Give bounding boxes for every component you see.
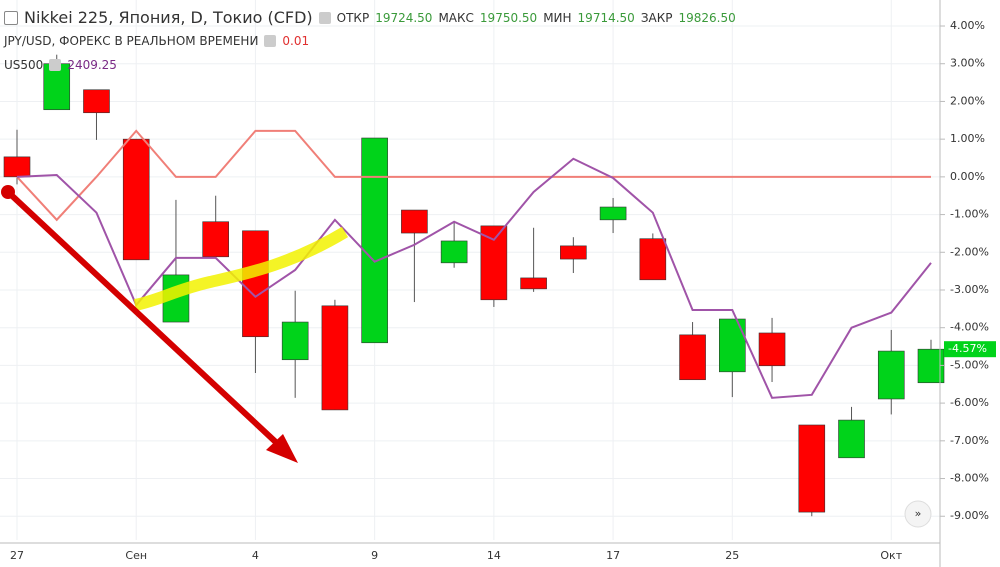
y-tick-label: -9.00% bbox=[950, 509, 989, 522]
readout-label: МИН bbox=[543, 10, 572, 25]
plot bbox=[3, 54, 945, 517]
candle-body bbox=[560, 245, 587, 260]
x-tick-label: Сен bbox=[125, 549, 147, 562]
candle-body bbox=[480, 225, 508, 301]
y-tick-label: -3.00% bbox=[950, 283, 989, 296]
y-tick-label: 4.00% bbox=[950, 19, 985, 32]
collapse-icon[interactable] bbox=[4, 10, 18, 25]
y-tick-label: 0.00% bbox=[950, 170, 985, 183]
highlight-stroke bbox=[133, 226, 349, 311]
y-tick-label: 3.00% bbox=[950, 57, 985, 70]
x-tick-label: 4 bbox=[252, 549, 259, 562]
main-title: Nikkei 225, Япония, D, Токио (CFD) bbox=[24, 8, 313, 27]
candle-body bbox=[679, 334, 706, 381]
candle-body bbox=[3, 156, 31, 178]
x-tick-label: 27 bbox=[10, 549, 24, 562]
scroll-icon[interactable]: » bbox=[915, 507, 922, 520]
x-tick-label: 25 bbox=[725, 549, 739, 562]
candle-body bbox=[202, 221, 229, 258]
candle-body bbox=[83, 89, 110, 114]
scroll-button[interactable] bbox=[904, 500, 932, 528]
candle-body bbox=[639, 238, 667, 281]
legend-name: US500 bbox=[4, 58, 44, 72]
legend-icons[interactable] bbox=[49, 59, 62, 71]
x-tick-label: 17 bbox=[606, 549, 620, 562]
candle-body bbox=[798, 424, 826, 513]
readout-value: 19826.50 bbox=[678, 10, 736, 25]
candle-body bbox=[599, 206, 627, 221]
candle-body bbox=[877, 350, 905, 400]
main-legend: Nikkei 225, Япония, D, Токио (CFD) ОТКР 1… bbox=[4, 8, 736, 27]
readout-value: 19750.50 bbox=[479, 10, 538, 25]
y-tick-label: -8.00% bbox=[950, 472, 989, 485]
readout-label: ОТКР bbox=[336, 10, 370, 25]
readout-value: 19714.50 bbox=[577, 10, 635, 25]
candle-body bbox=[122, 138, 150, 261]
readout: ОТКР 19724.50 МАКС 19750.50 МИН 19714.50 ЗАКР 1… bbox=[337, 11, 736, 25]
y-tick-label: 1.00% bbox=[950, 132, 985, 145]
candle-body bbox=[43, 63, 71, 111]
legend-icons[interactable] bbox=[264, 35, 277, 47]
y-tick-label: -5.00% bbox=[950, 358, 989, 371]
x-tick-label: 14 bbox=[487, 549, 501, 562]
legend-value: 0.01 bbox=[282, 34, 310, 48]
candle-body bbox=[758, 332, 786, 367]
last-value-label: -4.57% bbox=[948, 342, 987, 355]
series-line bbox=[16, 157, 932, 399]
candle-body bbox=[281, 321, 309, 361]
arrow-head bbox=[266, 434, 298, 463]
axes: 4.00% 3.00% 2.00% 1.00% 0.00% -1.00% -2.00% -3.… bbox=[10, 19, 996, 562]
series-line bbox=[16, 129, 931, 222]
legend-2: US500 2409.25 bbox=[4, 58, 117, 72]
readout-value: 19724.50 bbox=[375, 10, 433, 25]
candle-body bbox=[361, 137, 388, 344]
readout-label: ЗАКР bbox=[640, 10, 673, 25]
candle-body bbox=[520, 277, 547, 290]
y-tick-label: -7.00% bbox=[950, 434, 989, 447]
last-value-tag bbox=[944, 341, 996, 358]
readout-label: МАКС bbox=[438, 10, 474, 25]
x-tick-label: 9 bbox=[371, 549, 378, 562]
candle-body bbox=[321, 305, 349, 411]
candle-body bbox=[401, 209, 428, 234]
settings-icon[interactable] bbox=[318, 11, 331, 24]
candle-body bbox=[242, 230, 269, 338]
candle-body bbox=[440, 240, 468, 264]
y-tick-label: 2.00% bbox=[950, 94, 985, 107]
legend-value: 2409.25 bbox=[67, 58, 117, 72]
x-tick-label: Окт bbox=[880, 549, 902, 562]
legend-name: JPY/USD, ФОРЕКС В РЕАЛЬНОМ ВРЕМЕНИ bbox=[4, 34, 259, 48]
y-tick-label: -1.00% bbox=[950, 208, 989, 221]
candle-body bbox=[838, 419, 865, 459]
arrow-shaft bbox=[5, 189, 283, 449]
y-tick-label: -4.00% bbox=[950, 321, 989, 334]
y-tick-label: -2.00% bbox=[950, 245, 989, 258]
candle-body bbox=[719, 318, 746, 373]
y-tick-label: -6.00% bbox=[950, 396, 989, 409]
legend-1: JPY/USD, ФОРЕКС В РЕАЛЬНОМ ВРЕМЕНИ 0.01 bbox=[4, 34, 309, 48]
